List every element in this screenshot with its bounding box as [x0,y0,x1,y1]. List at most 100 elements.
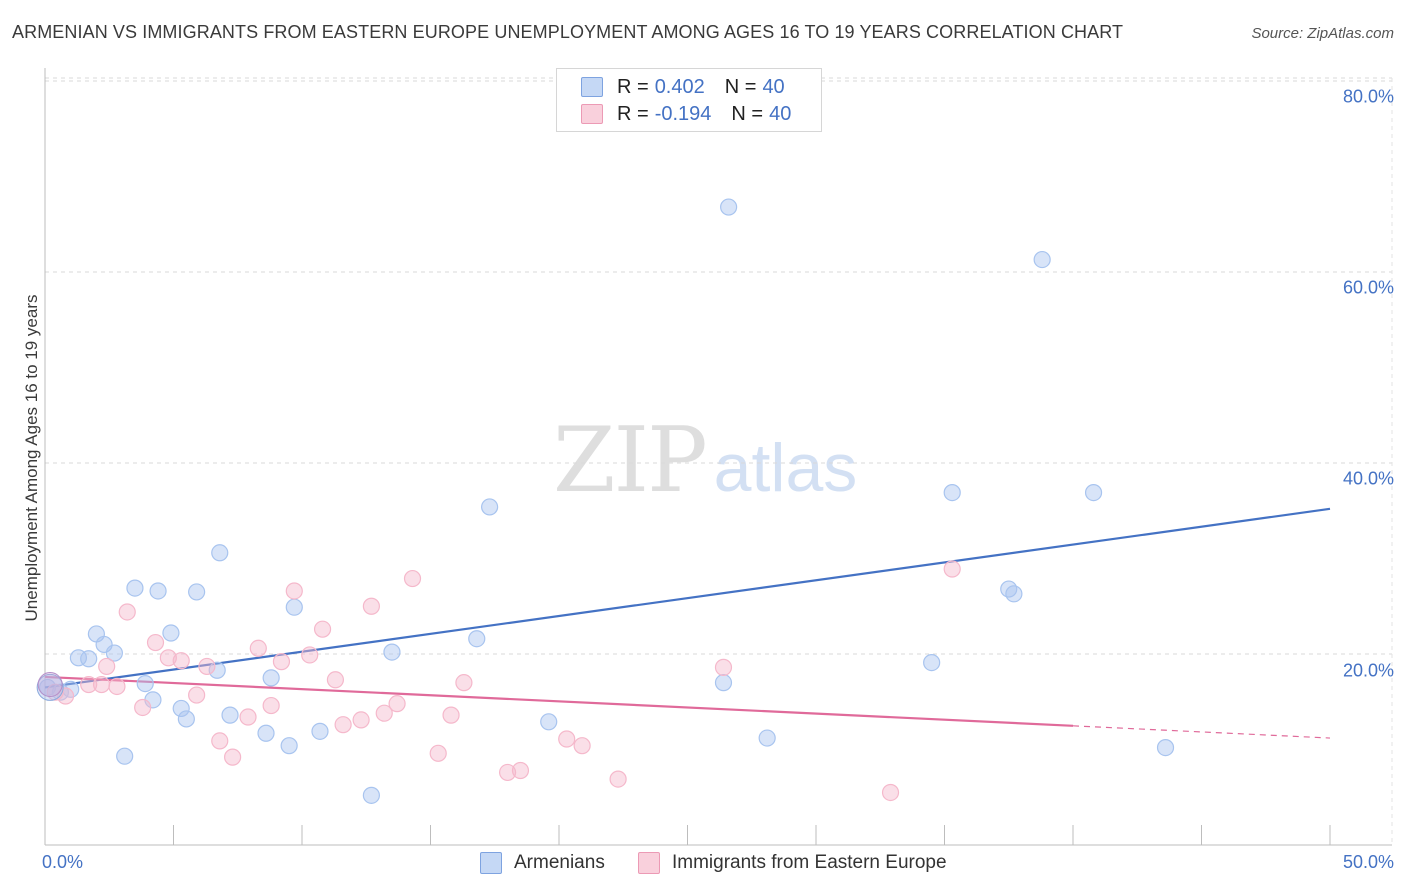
legend-swatch-pink [638,852,660,874]
data-point [188,583,206,601]
data-point [172,652,190,670]
legend-swatch-blue [581,77,603,97]
data-point [159,649,177,667]
legend-r-label: R = [617,75,649,98]
data-point [239,708,257,726]
data-point [36,673,64,701]
data-point [285,582,303,600]
legend-row-immigrants: R = -0.194 N = 40 [581,102,791,126]
chart-title: ARMENIAN VS IMMIGRANTS FROM EASTERN EURO… [12,22,1124,42]
data-point [720,198,738,216]
data-point [311,722,329,740]
data-point [80,650,98,668]
data-point [162,624,180,642]
data-point [511,761,530,780]
data-point [285,598,303,616]
data-point [481,498,499,516]
legend-n-label: N = [724,75,757,98]
data-point [1033,250,1051,269]
data-point [177,710,195,728]
series-legend-immigrants: Immigrants from Eastern Europe [638,852,947,874]
axes [44,68,1392,846]
legend-row-armenians: R = 0.402 N = 40 [581,75,785,99]
data-point [301,646,319,664]
data-point [98,657,116,676]
data-point [37,672,63,698]
data-point [262,669,280,687]
data-point [714,658,733,676]
legend-r-value: -0.194 [654,102,712,125]
data-point [146,633,165,652]
legend-r-value: 0.402 [654,75,705,98]
data-point [134,698,152,717]
series-legend-label: Immigrants from Eastern Europe [672,852,947,873]
data-point [257,724,275,742]
legend-n-value: 40 [762,75,785,98]
data-point [56,687,75,705]
data-point [280,737,298,755]
trend-lines [44,507,1331,739]
data-point [118,603,136,621]
series-legend-armenians: Armenians [480,852,605,874]
data-point [108,677,126,696]
data-point [208,661,226,679]
x-tick-label: 0.0% [42,852,84,872]
y-tick-label: 40.0% [1342,468,1394,489]
data-point [881,783,900,802]
data-point [116,747,134,765]
data-point [375,704,393,722]
data-point [943,560,961,578]
source-label: Source: ZipAtlas.com [1251,25,1394,42]
data-point [211,544,229,562]
data-points [36,198,1175,804]
y-tick-label: 80.0% [1342,86,1394,107]
data-point [714,674,733,692]
data-point [188,686,206,704]
data-point [1000,580,1018,598]
data-point [558,730,576,748]
data-point [313,620,332,638]
trend-line [44,507,1331,689]
data-point [609,770,627,788]
data-point [224,748,242,766]
data-point [334,716,352,734]
data-point [352,711,370,729]
watermark-atlas: atlas [713,430,858,506]
data-point [1084,484,1103,502]
data-point [455,674,473,692]
data-point [388,695,406,713]
data-point [105,644,123,662]
trend-line [44,675,1074,727]
correlation-legend: R = 0.402 N = 40 R = -0.194 N = 40 [556,68,822,132]
data-point [80,675,98,694]
data-point [172,699,190,718]
data-point [943,484,961,502]
data-point [211,732,229,750]
data-point [383,643,401,661]
data-point [429,744,447,762]
legend-r-label: R = [617,102,649,125]
x-tick-label: 50.0% [1342,852,1394,872]
y-tick-label: 20.0% [1342,660,1394,681]
data-point [1156,738,1175,757]
legend-swatch-blue [480,852,502,874]
data-point [468,630,486,648]
watermark-zip: ZIP [553,408,708,513]
data-point [573,737,591,755]
data-point [1005,585,1023,603]
data-point [272,653,291,671]
trend-line-extension [1072,725,1331,739]
data-point [540,713,558,731]
y-tick-label: 60.0% [1342,277,1394,298]
series-legend-label: Armenians [514,852,605,873]
data-point [198,657,216,676]
data-point [758,729,776,747]
legend-n-label: N = [731,102,764,125]
data-point [92,675,111,694]
gridlines [45,77,1393,845]
data-point [249,639,267,657]
data-point [442,706,460,724]
data-point [221,706,239,724]
data-point [136,675,154,693]
